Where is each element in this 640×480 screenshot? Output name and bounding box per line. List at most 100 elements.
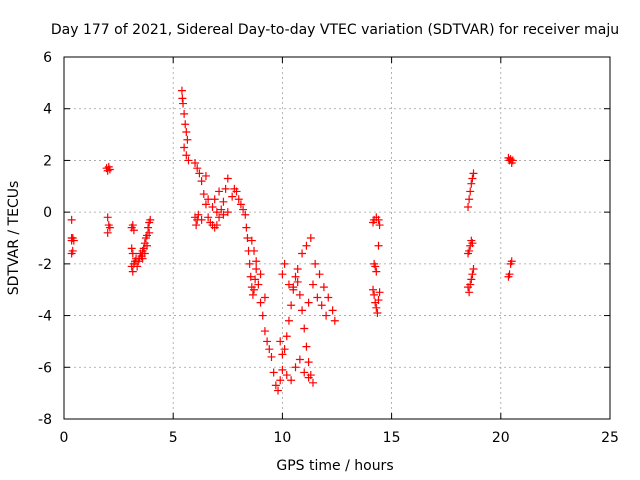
y-tick-label: -2 bbox=[38, 257, 52, 273]
data-point-marker bbox=[67, 215, 76, 224]
data-point-marker bbox=[374, 241, 383, 250]
data-point-marker bbox=[269, 368, 278, 377]
data-point-marker bbox=[306, 234, 315, 242]
data-point-marker bbox=[370, 290, 379, 299]
data-point-marker bbox=[197, 215, 206, 224]
data-point-marker bbox=[142, 241, 151, 250]
data-point-marker bbox=[223, 174, 232, 183]
data-point-marker bbox=[317, 301, 326, 310]
data-point-marker bbox=[276, 337, 285, 346]
data-point-marker bbox=[212, 208, 221, 217]
data-point-marker bbox=[468, 174, 477, 183]
data-point-marker bbox=[212, 221, 221, 230]
x-tick-label: 10 bbox=[273, 430, 291, 446]
data-point-marker bbox=[469, 169, 478, 178]
data-point-marker bbox=[179, 99, 188, 108]
data-point-marker bbox=[374, 215, 383, 224]
data-point-marker bbox=[241, 210, 250, 219]
chart-title: Day 177 of 2021, Sidereal Day-to-day VTE… bbox=[51, 22, 619, 38]
data-point-marker bbox=[263, 337, 272, 346]
data-point-marker bbox=[68, 246, 77, 255]
plot-frame bbox=[63, 56, 611, 420]
x-axis-label: GPS time / hours bbox=[276, 458, 393, 474]
data-point-marker bbox=[300, 368, 309, 377]
data-point-marker bbox=[274, 386, 283, 395]
data-point-marker bbox=[298, 249, 307, 258]
data-point-marker bbox=[291, 272, 300, 281]
data-point-marker bbox=[128, 267, 137, 276]
data-point-marker bbox=[256, 270, 265, 279]
data-point-marker bbox=[291, 363, 300, 372]
data-point-marker bbox=[256, 298, 265, 307]
data-point-marker bbox=[217, 205, 226, 214]
data-point-marker bbox=[330, 316, 339, 325]
data-point-marker bbox=[103, 213, 112, 222]
data-point-marker bbox=[467, 275, 476, 284]
data-point-marker bbox=[247, 236, 256, 245]
data-point-marker bbox=[192, 221, 201, 230]
data-point-marker bbox=[245, 259, 254, 268]
data-point-marker bbox=[372, 303, 381, 312]
data-point-marker bbox=[328, 306, 337, 315]
data-point-marker bbox=[508, 156, 517, 165]
data-point-marker bbox=[144, 223, 153, 232]
data-point-marker bbox=[103, 228, 112, 237]
data-point-marker bbox=[293, 277, 302, 286]
data-point-marker bbox=[289, 283, 298, 292]
data-point-marker bbox=[313, 293, 322, 302]
data-point-marker bbox=[469, 265, 478, 274]
data-points bbox=[67, 86, 517, 395]
data-point-marker bbox=[193, 164, 202, 173]
y-tick-label: 6 bbox=[43, 50, 52, 66]
axis-ticks: 0 5 10 15 20 25 -8 -6 -4 -2 0 2 4 6 bbox=[38, 50, 619, 446]
data-point-marker bbox=[219, 197, 228, 206]
data-point-marker bbox=[375, 288, 384, 297]
data-point-marker bbox=[302, 241, 311, 250]
data-point-marker bbox=[128, 221, 137, 230]
data-point-marker bbox=[191, 159, 200, 168]
data-point-marker bbox=[251, 275, 260, 284]
data-point-marker bbox=[280, 345, 289, 354]
data-point-marker bbox=[129, 226, 138, 235]
data-point-marker bbox=[464, 202, 473, 211]
x-tick-label: 20 bbox=[492, 430, 510, 446]
data-point-marker bbox=[505, 270, 514, 279]
data-point-marker bbox=[466, 280, 475, 289]
data-point-marker bbox=[467, 179, 476, 188]
data-point-marker bbox=[194, 210, 203, 219]
data-point-marker bbox=[322, 311, 331, 320]
data-point-marker bbox=[369, 285, 378, 294]
data-point-marker bbox=[180, 143, 189, 152]
grid-lines bbox=[64, 57, 610, 419]
data-point-marker bbox=[372, 267, 381, 276]
data-point-marker bbox=[293, 265, 302, 274]
data-point-marker bbox=[133, 262, 142, 271]
data-point-marker bbox=[465, 246, 474, 255]
data-point-marker bbox=[242, 223, 251, 232]
data-point-marker bbox=[302, 342, 311, 351]
data-point-marker bbox=[215, 187, 224, 196]
y-tick-label: -8 bbox=[38, 412, 52, 428]
data-point-marker bbox=[304, 373, 313, 382]
data-point-marker bbox=[284, 316, 293, 325]
data-point-marker bbox=[232, 187, 241, 196]
data-point-marker bbox=[128, 249, 137, 258]
data-point-marker bbox=[295, 355, 304, 364]
data-point-marker bbox=[465, 288, 474, 297]
data-point-marker bbox=[278, 365, 287, 374]
data-point-marker bbox=[465, 195, 474, 204]
data-point-marker bbox=[180, 109, 189, 118]
data-point-marker bbox=[287, 376, 296, 385]
y-tick-label: -4 bbox=[38, 309, 52, 325]
data-point-marker bbox=[375, 221, 384, 230]
data-point-marker bbox=[468, 239, 477, 248]
data-point-marker bbox=[282, 332, 291, 341]
y-tick-label: 0 bbox=[43, 205, 52, 221]
data-point-marker bbox=[280, 259, 289, 268]
data-point-marker bbox=[252, 257, 261, 266]
y-tick-label: 4 bbox=[43, 102, 52, 118]
data-point-marker bbox=[105, 165, 114, 174]
data-point-marker bbox=[197, 177, 206, 186]
